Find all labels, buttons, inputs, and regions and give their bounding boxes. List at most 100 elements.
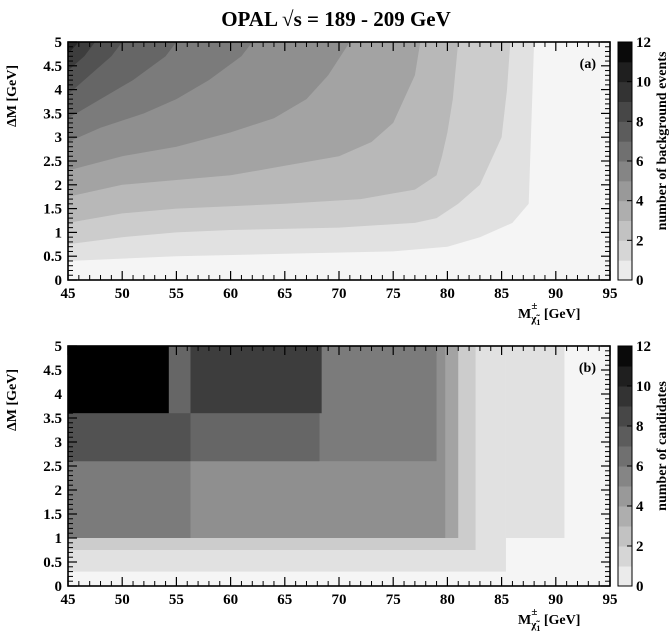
x-tick-label: 60	[223, 286, 238, 302]
colorbar-tick-label: 2	[636, 539, 644, 555]
colorbar-bin	[618, 566, 632, 587]
colorbar-bin	[618, 486, 632, 507]
y-tick-label: 5	[55, 35, 63, 51]
colorbar-tick-label: 10	[636, 75, 651, 91]
y-tick-label: 4.5	[43, 363, 62, 379]
y-tick-label: 2.5	[43, 154, 62, 170]
y-tick-label: 2	[55, 178, 63, 194]
chart-title: OPAL √s = 189 - 209 GeV	[221, 7, 451, 31]
y-axis-label: ΔM [GeV]	[5, 65, 20, 127]
plot-area	[68, 346, 610, 586]
colorbar-bin	[618, 426, 632, 447]
colorbar-tick-label: 8	[636, 419, 644, 435]
y-tick-label: 5	[55, 339, 63, 355]
x-tick-label: 60	[223, 592, 238, 608]
colorbar-bin	[618, 42, 632, 63]
colorbar-bin	[618, 260, 632, 281]
x-tick-label: 50	[115, 286, 130, 302]
colorbar-bin	[618, 546, 632, 567]
colorbar-tick-label: 12	[636, 339, 651, 355]
x-axis-label: Mχ̃1± [GeV]	[518, 606, 580, 633]
y-tick-label: 1.5	[43, 202, 62, 218]
x-tick-label: 50	[115, 592, 130, 608]
colorbar-bin	[618, 200, 632, 221]
panel-b: 45 50 55 60 65 70 75 80 85 90 9500.511.522.533.544…	[5, 339, 670, 633]
x-tick-label: 90	[548, 286, 563, 302]
colorbar-bin	[618, 346, 632, 367]
y-tick-label: 0	[55, 579, 63, 595]
x-tick-label: 45	[61, 286, 76, 302]
heatmap-cell	[68, 571, 506, 586]
x-tick-label: 65	[277, 592, 292, 608]
colorbar-tick-label: 0	[636, 273, 644, 289]
heatmap-cell	[505, 346, 565, 538]
x-tick-label: 75	[386, 592, 401, 608]
colorbar-label: number of background events	[655, 51, 670, 230]
colorbar-tick-label: 6	[636, 154, 644, 170]
x-tick-label: 45	[61, 592, 76, 608]
x-tick-label: 95	[603, 592, 618, 608]
x-tick-label: 85	[494, 286, 509, 302]
colorbar-bin	[618, 101, 632, 122]
y-tick-label: 0.5	[43, 249, 62, 265]
colorbar-bin	[618, 386, 632, 407]
x-tick-label: 95	[603, 286, 618, 302]
x-tick-label: 65	[277, 286, 292, 302]
y-tick-label: 0.5	[43, 555, 62, 571]
x-tick-label: 55	[169, 286, 184, 302]
x-tick-label: 70	[332, 592, 347, 608]
x-tick-label: 70	[332, 286, 347, 302]
contour-region-level-9	[68, 42, 96, 71]
y-tick-label: 3.5	[43, 106, 62, 122]
colorbar-tick-label: 4	[636, 499, 644, 515]
x-tick-label: 55	[169, 592, 184, 608]
colorbar-bin	[618, 81, 632, 102]
y-tick-label: 1.5	[43, 507, 62, 523]
y-tick-label: 4	[55, 83, 63, 99]
colorbar-bin	[618, 61, 632, 83]
colorbar-bin	[618, 526, 632, 547]
colorbar-bin	[618, 220, 632, 241]
y-tick-label: 3	[55, 130, 63, 146]
colorbar-bin	[618, 446, 632, 467]
colorbar-bin	[618, 141, 632, 162]
heatmap-cell	[68, 346, 169, 414]
y-tick-label: 1	[55, 225, 63, 241]
heatmap-cell	[68, 461, 191, 538]
colorbar-tick-label: 0	[636, 579, 644, 595]
plot-area	[68, 42, 610, 280]
colorbar-bin	[618, 180, 632, 202]
y-axis-label: ΔM [GeV]	[5, 369, 20, 431]
colorbar-tick-label: 6	[636, 459, 644, 475]
x-tick-label: 75	[386, 286, 401, 302]
y-tick-label: 0	[55, 273, 63, 289]
colorbar-tick-label: 2	[636, 233, 644, 249]
colorbar-bin	[618, 366, 632, 387]
y-tick-label: 4	[55, 387, 63, 403]
panel-label: (b)	[579, 361, 596, 376]
heatmap-cell	[190, 346, 322, 414]
panel-a: 45 50 55 60 65 70 75 80 85 90 9500.511.522.533.544…	[5, 35, 670, 327]
x-tick-label: 90	[548, 592, 563, 608]
colorbar-bin	[618, 240, 632, 261]
colorbar-bin	[618, 466, 632, 487]
colorbar-label: number of candidates	[655, 381, 670, 511]
y-tick-label: 3	[55, 435, 63, 451]
x-axis-label: Mχ̃1± [GeV]	[518, 300, 580, 327]
heatmap-cell	[68, 413, 191, 462]
colorbar-bin	[618, 506, 632, 527]
y-tick-label: 1	[55, 531, 63, 547]
y-tick-label: 2	[55, 483, 63, 499]
colorbar-bin	[618, 121, 632, 142]
colorbar-tick-label: 4	[636, 194, 644, 210]
colorbar-bin	[618, 161, 632, 182]
x-tick-label: 80	[440, 592, 455, 608]
y-tick-label: 2.5	[43, 459, 62, 475]
y-tick-label: 4.5	[43, 59, 62, 75]
x-tick-label: 80	[440, 286, 455, 302]
contour-region-level-10	[68, 42, 79, 54]
colorbar-tick-label: 8	[636, 114, 644, 130]
colorbar-tick-label: 10	[636, 379, 651, 395]
colorbar-bin	[618, 406, 632, 427]
